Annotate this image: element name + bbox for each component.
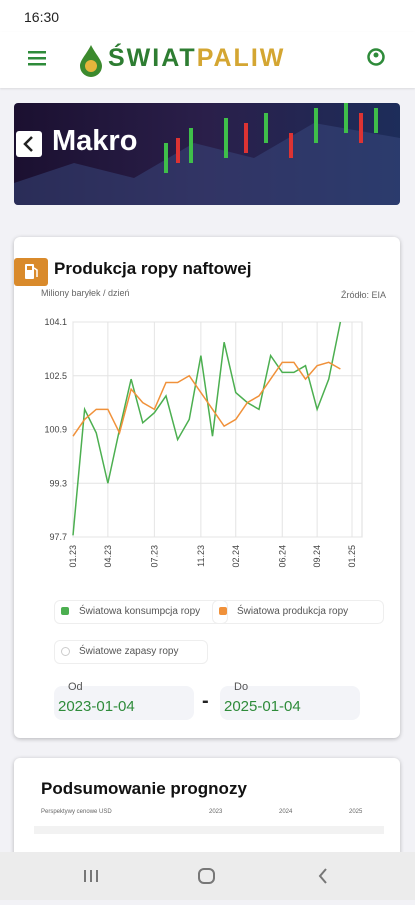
table-header: 2024 [279, 809, 293, 815]
y-tick-label: 99.3 [49, 478, 67, 488]
date-to[interactable]: Do 2025-01-04 [220, 681, 360, 720]
legend-swatch [219, 607, 227, 615]
legend-item[interactable]: Światowe zapasy ropy [54, 640, 208, 664]
status-bar: 16:30 [0, 0, 415, 32]
logo-drop [80, 45, 102, 77]
date-value: 2023-01-04 [58, 698, 135, 715]
x-tick-label: 01.25 [347, 545, 357, 568]
legend-label: Światowe zapasy ropy [79, 646, 179, 657]
back-button[interactable] [16, 131, 42, 157]
app-header: ŚWIATPALIW [0, 32, 415, 88]
menu-button[interactable] [28, 50, 48, 66]
brand-part: ŚWIAT [108, 44, 197, 72]
x-tick-label: 01.23 [68, 545, 78, 568]
series-line [72, 361, 341, 437]
x-tick-label: 07.23 [149, 545, 159, 568]
source: Źródło: EIA [340, 290, 386, 300]
y-axis-label: Miliony baryłek / dzień [41, 288, 130, 298]
nav-back[interactable] [318, 868, 327, 884]
legend-item[interactable]: Światowa produkcja ropy [212, 600, 384, 624]
legend-label: Światowa produkcja ropy [237, 606, 349, 617]
y-tick-label: 97.7 [49, 532, 67, 542]
x-tick-label: 09.24 [312, 545, 322, 568]
date-from[interactable]: Od 2023-01-04 [54, 681, 194, 720]
card-title: Podsumowanie prognozy [41, 779, 247, 798]
table-header: 2023 [209, 809, 223, 815]
date-separator: - [202, 690, 209, 712]
nav-recent[interactable] [84, 870, 98, 882]
banner-image [14, 103, 400, 205]
fuel-icon [14, 258, 48, 286]
banner-title: Makro [52, 125, 138, 157]
date-label: Od [68, 681, 83, 693]
chart: Miliony baryłek / dzień 97.7 99.3 100.9 102… [41, 288, 363, 568]
table-row [34, 826, 384, 834]
x-tick-label: 02.24 [231, 545, 241, 568]
date-value: 2025-01-04 [224, 698, 301, 715]
x-tick-label: 11.23 [196, 545, 206, 567]
legend-swatch [61, 607, 69, 615]
legend-item[interactable]: Światowa konsumpcja ropy [54, 600, 228, 624]
card-title: Produkcja ropy naftowej [54, 259, 252, 278]
y-tick-label: 100.9 [44, 425, 67, 435]
y-tick-label: 104.1 [44, 317, 67, 327]
nav-bar [0, 852, 415, 900]
x-tick-label: 04.23 [103, 545, 113, 568]
y-tick-label: 102.5 [44, 371, 67, 381]
table-header: Perspektywy cenowe USD [41, 809, 112, 815]
brand: ŚWIATPALIW [108, 44, 285, 73]
series-line [72, 321, 342, 536]
time: 16:30 [24, 9, 60, 25]
x-tick-label: 06.24 [277, 545, 287, 568]
date-label: Do [234, 681, 249, 693]
brand-part: PALIW [196, 44, 286, 72]
table-header: 2025 [349, 809, 363, 815]
user-button[interactable] [367, 48, 385, 68]
legend-label: Światowa konsumpcja ropy [79, 606, 201, 617]
nav-home[interactable] [198, 868, 215, 884]
banner: Makro [14, 103, 400, 205]
